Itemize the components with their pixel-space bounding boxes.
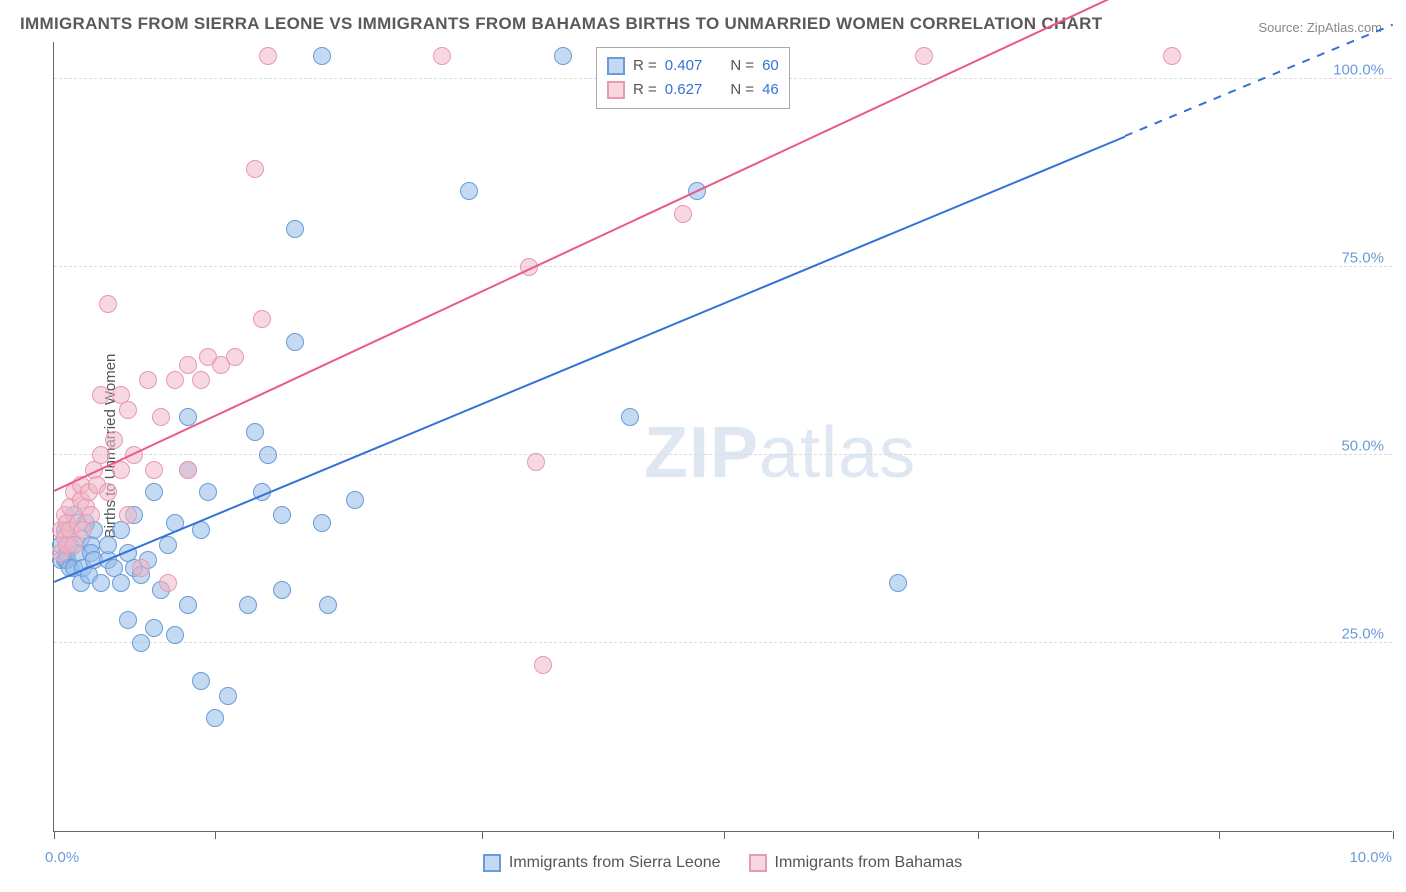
data-point xyxy=(239,596,257,614)
data-point xyxy=(313,514,331,532)
data-point xyxy=(554,47,572,65)
n-value: 46 xyxy=(762,78,779,102)
correlation-legend: R = 0.407 N = 60 R = 0.627 N = 46 xyxy=(596,47,790,109)
y-tick-label: 50.0% xyxy=(1341,437,1384,454)
x-tick xyxy=(1393,831,1394,839)
data-point xyxy=(166,371,184,389)
scatter-plot-area: ZIPatlas 25.0%50.0%75.0%100.0% xyxy=(53,42,1392,832)
data-point xyxy=(92,446,110,464)
x-tick xyxy=(482,831,483,839)
data-point xyxy=(159,574,177,592)
data-point xyxy=(179,461,197,479)
data-point xyxy=(145,461,163,479)
data-point xyxy=(112,574,130,592)
data-point xyxy=(433,47,451,65)
x-axis-min-label: 0.0% xyxy=(45,849,79,866)
x-tick xyxy=(978,831,979,839)
data-point xyxy=(192,672,210,690)
n-label: N = xyxy=(730,78,754,102)
data-point xyxy=(286,220,304,238)
data-point xyxy=(145,483,163,501)
legend-swatch xyxy=(607,81,625,99)
data-point xyxy=(206,709,224,727)
legend-swatch xyxy=(607,57,625,75)
data-point xyxy=(621,408,639,426)
data-point xyxy=(286,333,304,351)
data-point xyxy=(159,536,177,554)
data-point xyxy=(119,611,137,629)
data-point xyxy=(273,581,291,599)
data-point xyxy=(534,656,552,674)
data-point xyxy=(92,386,110,404)
data-point xyxy=(319,596,337,614)
data-point xyxy=(915,47,933,65)
data-point xyxy=(152,408,170,426)
data-point xyxy=(192,371,210,389)
data-point xyxy=(1163,47,1181,65)
data-point xyxy=(246,160,264,178)
data-point xyxy=(199,483,217,501)
source-attribution: Source: ZipAtlas.com xyxy=(1258,20,1382,35)
data-point xyxy=(219,687,237,705)
data-point xyxy=(273,506,291,524)
data-point xyxy=(119,506,137,524)
gridline xyxy=(54,642,1392,643)
data-point xyxy=(179,596,197,614)
x-tick xyxy=(724,831,725,839)
data-point xyxy=(82,506,100,524)
gridline xyxy=(54,454,1392,455)
legend-label: Immigrants from Bahamas xyxy=(775,854,963,872)
data-point xyxy=(145,619,163,637)
data-point xyxy=(99,483,117,501)
data-point xyxy=(132,634,150,652)
gridline xyxy=(54,266,1392,267)
data-point xyxy=(246,423,264,441)
data-point xyxy=(119,401,137,419)
n-label: N = xyxy=(730,54,754,78)
data-point xyxy=(92,574,110,592)
data-point xyxy=(166,626,184,644)
data-point xyxy=(346,491,364,509)
data-point xyxy=(99,295,117,313)
y-tick-label: 100.0% xyxy=(1333,61,1384,78)
legend-swatch xyxy=(749,854,767,872)
data-point xyxy=(132,559,150,577)
data-point xyxy=(460,182,478,200)
legend-row: R = 0.407 N = 60 xyxy=(607,54,779,78)
y-tick-label: 25.0% xyxy=(1341,625,1384,642)
r-value: 0.407 xyxy=(665,54,703,78)
x-tick xyxy=(54,831,55,839)
x-tick xyxy=(215,831,216,839)
data-point xyxy=(527,453,545,471)
data-point xyxy=(313,47,331,65)
data-point xyxy=(226,348,244,366)
legend-label: Immigrants from Sierra Leone xyxy=(509,854,721,872)
y-tick-label: 75.0% xyxy=(1341,249,1384,266)
data-point xyxy=(259,47,277,65)
trend-line xyxy=(1125,24,1394,137)
data-point xyxy=(105,431,123,449)
data-point xyxy=(259,446,277,464)
legend-item: Immigrants from Sierra Leone xyxy=(483,854,721,872)
legend-row: R = 0.627 N = 46 xyxy=(607,78,779,102)
series-legend: Immigrants from Sierra Leone Immigrants f… xyxy=(53,854,1392,877)
data-point xyxy=(139,371,157,389)
x-tick xyxy=(1219,831,1220,839)
data-point xyxy=(99,536,117,554)
legend-item: Immigrants from Bahamas xyxy=(749,854,963,872)
r-value: 0.627 xyxy=(665,78,703,102)
x-axis-max-label: 10.0% xyxy=(1349,849,1392,866)
r-label: R = xyxy=(633,78,657,102)
chart-title: IMMIGRANTS FROM SIERRA LEONE VS IMMIGRAN… xyxy=(20,14,1102,34)
data-point xyxy=(889,574,907,592)
data-point xyxy=(674,205,692,223)
data-point xyxy=(253,310,271,328)
r-label: R = xyxy=(633,54,657,78)
legend-swatch xyxy=(483,854,501,872)
data-point xyxy=(179,356,197,374)
n-value: 60 xyxy=(762,54,779,78)
